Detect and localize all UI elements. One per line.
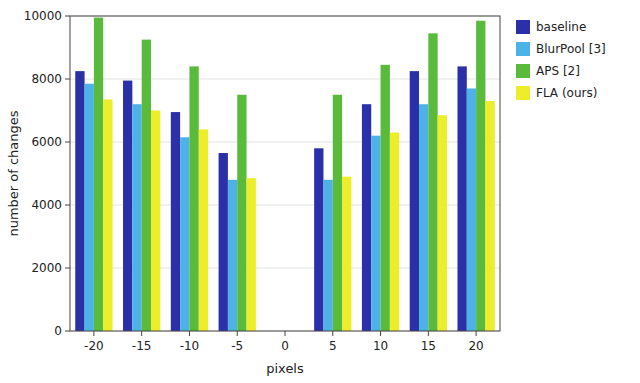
bar — [410, 71, 419, 331]
bar — [342, 177, 351, 331]
x-axis: -20 -15 -10 -5 0 5 10 15 20 — [84, 331, 484, 353]
legend: baseline BlurPool [3] APS [2] FLA (ours) — [516, 20, 606, 100]
tick-mark — [189, 331, 190, 336]
tick-mark — [65, 142, 70, 143]
tick-mark — [65, 79, 70, 80]
bar — [476, 21, 485, 331]
y-axis-label: number of changes — [6, 110, 21, 236]
bar — [94, 18, 103, 331]
legend-swatch — [516, 64, 530, 78]
legend-swatch — [516, 20, 530, 34]
legend-swatch — [516, 42, 530, 56]
plot-frame — [70, 16, 500, 331]
bar — [381, 65, 390, 331]
tick-mark — [65, 16, 70, 17]
tick-mark — [65, 331, 70, 332]
tick-label: 8000 — [31, 72, 62, 86]
bar — [180, 137, 189, 331]
bar — [428, 33, 437, 331]
tick-mark — [380, 331, 381, 336]
bar — [485, 101, 494, 331]
tick-label: -5 — [231, 339, 243, 353]
tick-mark — [93, 331, 94, 336]
legend-label: baseline — [536, 20, 586, 34]
y-axis: 0 2000 4000 6000 8000 10000 — [24, 9, 70, 338]
bar — [467, 88, 476, 331]
bar — [390, 133, 399, 331]
chart: 0 2000 4000 6000 8000 10000 -20 -15 -10 -5 0 5 10 15 2… — [0, 0, 640, 383]
bar — [362, 104, 371, 331]
bar — [438, 115, 447, 331]
tick-label: 10000 — [24, 9, 62, 23]
tick-label: 0 — [54, 324, 62, 338]
legend-label: APS [2] — [536, 64, 580, 78]
bar — [132, 104, 141, 331]
tick-label: 10 — [373, 339, 388, 353]
bar — [457, 66, 466, 331]
legend-swatch — [516, 86, 530, 100]
bar — [123, 81, 132, 331]
tick-label: -15 — [132, 339, 152, 353]
bar — [419, 104, 428, 331]
bar — [314, 148, 323, 331]
bar — [219, 153, 228, 331]
tick-label: 4000 — [31, 198, 62, 212]
bar — [142, 40, 151, 331]
bar — [228, 180, 237, 331]
tick-label: 0 — [281, 339, 289, 353]
bar — [247, 178, 256, 331]
bar — [85, 84, 94, 331]
bar — [151, 111, 160, 332]
grid — [70, 16, 500, 331]
tick-mark — [65, 268, 70, 269]
tick-mark — [285, 331, 286, 336]
bar — [171, 112, 180, 331]
bar — [323, 180, 332, 331]
tick-label: 2000 — [31, 261, 62, 275]
bar — [199, 129, 208, 331]
bar — [75, 71, 84, 331]
bar — [237, 95, 246, 331]
tick-mark — [65, 205, 70, 206]
bar — [333, 95, 342, 331]
bar — [371, 136, 380, 331]
tick-label: 6000 — [31, 135, 62, 149]
legend-label: FLA (ours) — [536, 86, 597, 100]
tick-mark — [332, 331, 333, 336]
tick-label: -20 — [84, 339, 104, 353]
tick-label: 5 — [329, 339, 337, 353]
bar — [189, 66, 198, 331]
tick-label: 15 — [421, 339, 436, 353]
tick-mark — [237, 331, 238, 336]
tick-label: 20 — [468, 339, 483, 353]
tick-mark — [141, 331, 142, 336]
tick-mark — [428, 331, 429, 336]
x-axis-label: pixels — [266, 361, 304, 376]
tick-label: -10 — [180, 339, 200, 353]
tick-mark — [476, 331, 477, 336]
bar — [103, 99, 112, 331]
legend-label: BlurPool [3] — [536, 42, 606, 56]
bars — [75, 18, 494, 331]
